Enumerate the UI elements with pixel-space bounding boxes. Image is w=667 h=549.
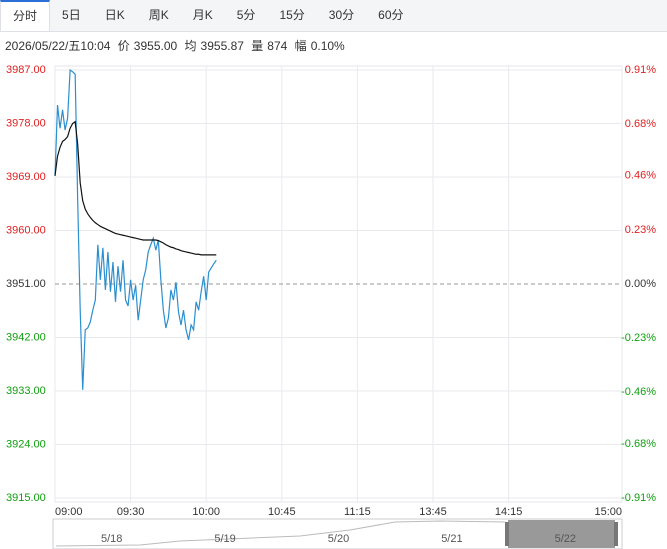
navigator-date: 5/19 <box>214 533 235 545</box>
tab[interactable]: 15分 <box>279 8 305 22</box>
y-tick-label: 3978.00 <box>6 117 46 129</box>
y-tick-label: 3915.00 <box>6 492 46 504</box>
navigator-date: 5/18 <box>101 533 122 545</box>
y2-tick-label: 0.46% <box>625 170 656 182</box>
info-label: 价 <box>117 39 130 53</box>
y2-tick-label: -0.23% <box>621 332 656 344</box>
x-tick-label: 14:15 <box>495 506 523 518</box>
price-line <box>54 68 217 390</box>
info-value: 3955.00 <box>133 39 178 53</box>
navigator-handle[interactable] <box>614 522 618 546</box>
info-datetime: 2026/05/22/五10:04 <box>5 39 111 53</box>
y2-tick-label: -0.46% <box>621 386 656 398</box>
info-value: 874 <box>267 39 288 53</box>
x-tick-label: 13:45 <box>419 506 447 518</box>
x-tick-label: 10:00 <box>192 506 220 518</box>
y-tick-label: 3942.00 <box>6 331 46 343</box>
info-label: 均 <box>184 39 197 53</box>
x-tick-label: 09:30 <box>117 506 145 518</box>
tab[interactable]: 5日 <box>62 8 81 22</box>
y-tick-label: 3960.00 <box>6 224 46 236</box>
y2-tick-label: 0.00% <box>625 278 656 290</box>
tab[interactable]: 日K <box>104 8 125 22</box>
y2-tick-label: 0.68% <box>625 118 656 130</box>
navigator-handle[interactable] <box>505 522 509 546</box>
info-label: 幅 <box>294 39 307 53</box>
info-label: 量 <box>251 39 264 53</box>
x-tick-label: 09:00 <box>55 506 83 518</box>
tab[interactable]: 分时 <box>0 0 51 31</box>
y2-tick-label: 0.91% <box>625 64 656 76</box>
y-tick-label: 3924.00 <box>6 438 46 450</box>
y2-tick-label: -0.68% <box>621 438 656 450</box>
price-line <box>54 120 217 256</box>
navigator-selection[interactable] <box>508 520 615 548</box>
x-tick-label: 10:45 <box>268 506 296 518</box>
tab[interactable]: 周K <box>148 8 169 22</box>
tab-bar: 分时 5日 日K 周K 月K 5分 15分 30分 60分 <box>0 0 667 32</box>
info-value: 3955.87 <box>200 39 244 53</box>
tab[interactable]: 30分 <box>328 8 355 22</box>
x-tick-label: 15:00 <box>594 506 622 518</box>
info-value: 0.10% <box>310 39 345 53</box>
y-tick-label: 3951.00 <box>6 278 46 290</box>
y-tick-label: 3969.00 <box>6 171 46 183</box>
x-tick-label: 11:15 <box>344 506 371 518</box>
navigator-date: 5/20 <box>328 533 349 545</box>
navigator-date: 5/21 <box>441 533 462 545</box>
navigator-date: 5/22 <box>555 533 576 545</box>
y-tick-label: 3987.00 <box>6 64 46 76</box>
tab[interactable]: 5分 <box>236 8 256 22</box>
tab[interactable]: 月K <box>192 8 213 22</box>
navigator-trace <box>55 520 506 547</box>
tab[interactable]: 60分 <box>378 8 404 22</box>
info-bar: 2026/05/22/五10:04 价 3955.00 均 3955.87 量 874… <box>5 37 349 54</box>
y2-tick-label: -0.91% <box>621 492 656 504</box>
y2-tick-label: 0.23% <box>625 224 656 236</box>
y-tick-label: 3933.00 <box>6 385 46 397</box>
